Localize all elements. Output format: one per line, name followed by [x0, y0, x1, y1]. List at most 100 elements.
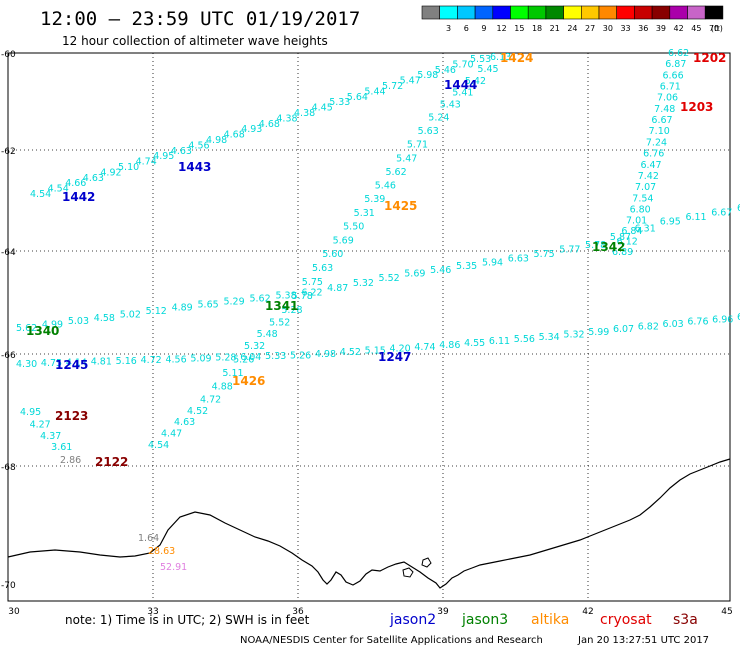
swh-value: 5.63: [312, 263, 333, 274]
swh-value: 5.94: [482, 258, 503, 269]
swh-value: 4.87: [327, 283, 348, 294]
swh-value: 5.53: [470, 54, 491, 65]
legend-swatch: [545, 5, 564, 20]
coast-values: 1.64 28.63 52.91: [138, 533, 187, 573]
footer-credit: NOAA/NESDIS Center for Satellite Applica…: [240, 635, 543, 646]
swh-value: 5.78: [292, 291, 313, 302]
swh-value: 5.28: [281, 305, 302, 316]
swh-value: 4.92: [100, 167, 121, 178]
pass-label: 1203: [680, 100, 713, 114]
swh-value: 4.81: [91, 357, 112, 368]
swh-value: 3.61: [51, 442, 72, 453]
swh-value: 6.11: [685, 212, 706, 223]
swh-value: 5.32: [353, 278, 374, 289]
lon-label: 45: [721, 607, 732, 617]
swh-value: 5.38: [275, 291, 296, 302]
swh-value: 4.72: [200, 394, 221, 405]
swh-value: 6.87: [665, 59, 686, 70]
legend-swatch: [634, 5, 653, 20]
swh-value: 5.48: [257, 329, 278, 340]
legend-swatch: [439, 5, 458, 20]
swh-value: 5.69: [404, 268, 425, 279]
legend-tick-label: 42: [674, 24, 684, 33]
legend-tick-label: 9: [481, 24, 486, 33]
lat-label: -70: [1, 581, 16, 591]
swh-value: 5.46: [375, 180, 396, 191]
swh-value: 4.98: [315, 349, 336, 360]
swh-value: 6.67: [711, 207, 732, 218]
swh-value: 4.54: [148, 440, 169, 451]
lat-label: -60: [1, 50, 16, 60]
swh-value: 5.43: [440, 100, 461, 111]
coast-value: 52.91: [160, 562, 187, 573]
swh-value: 5.52: [269, 317, 290, 328]
lat-label: -62: [1, 147, 16, 157]
swh-value: 5.60: [322, 249, 343, 260]
swh-value: 5.39: [364, 194, 385, 205]
swh-value: 5.78: [585, 240, 606, 251]
satellite-name-jason3: jason3: [461, 612, 508, 628]
swh-value: 4.72: [141, 355, 162, 366]
swh-value: 5.62: [385, 167, 406, 178]
swh-value: 6.04: [240, 352, 261, 363]
coastline-inlet: [402, 567, 414, 578]
swh-value: 5.75: [534, 249, 555, 260]
legend-swatch: [563, 5, 582, 20]
swh-value: 5.10: [118, 162, 139, 173]
swh-value: 4.52: [340, 347, 361, 358]
swh-value: 5.28: [215, 353, 236, 364]
swh-value: 5.69: [333, 235, 354, 246]
swh-value: 6.63: [508, 254, 529, 265]
swh-value: 6.82: [638, 321, 659, 332]
legend-swatch: [687, 5, 706, 20]
footer-note: note: 1) Time is in UTC; 2) SWH is in fe…: [65, 613, 310, 627]
lon-label: 30: [8, 607, 20, 617]
satellite-legend: jason2 jason3 altika cryosat s3a: [389, 612, 698, 628]
footer-timestamp: Jan 20 13:27:51 UTC 2017: [577, 635, 709, 646]
swh-value: 4.47: [161, 429, 182, 440]
swh-value: 4.56: [188, 140, 209, 151]
page-subtitle: 12 hour collection of altimeter wave hei…: [62, 34, 328, 48]
swh-value: 4.93: [241, 124, 262, 135]
swh-value: 4.27: [30, 419, 51, 430]
swh-value: 4.68: [224, 130, 245, 141]
swh-value: 6.89: [612, 247, 633, 258]
swh-value: 4.95: [153, 151, 174, 162]
legend-swatch: [580, 5, 600, 20]
swh-value: 4.37: [40, 431, 61, 442]
pass-label: 1247: [378, 350, 411, 364]
swh-value: 4.95: [20, 407, 41, 418]
swh-value: 4.89: [172, 303, 193, 314]
map-frame: [7, 52, 731, 602]
swh-value: 5.34: [539, 332, 560, 343]
wave-height-tracks: 4.544.544.664.634.925.104.744.954.634.56…: [16, 48, 740, 466]
swh-value: 4.75: [41, 358, 62, 369]
swh-value: 5.24: [428, 113, 449, 124]
swh-value: 2.86: [60, 455, 81, 466]
swh-value: 4.54: [30, 189, 51, 200]
pass-label: 2122: [95, 455, 128, 469]
swh-value: 4.74: [136, 157, 157, 168]
swh-value: 4.63: [174, 417, 195, 428]
pass-label: 1424: [500, 51, 533, 65]
swh-value: 6.80: [630, 205, 651, 216]
swh-value: 7.01: [626, 215, 647, 226]
satellite-name-jason2: jason2: [389, 612, 436, 628]
swh-value: 5.64: [347, 92, 368, 103]
satellite-name-s3a: s3a: [673, 612, 698, 628]
swh-value: 6.71: [660, 82, 681, 93]
swh-value: 5.98: [417, 70, 438, 81]
swh-value: 5.15: [365, 345, 386, 356]
pass-label: 2123: [55, 409, 88, 423]
swh-value: 5.29: [223, 296, 244, 307]
legend-tick-label: 21: [550, 24, 560, 33]
legend-tick-label: 6: [464, 24, 469, 33]
swh-value: 5.47: [400, 76, 421, 87]
swh-value: 5.42: [465, 76, 486, 87]
swh-value: 6.47: [640, 160, 661, 171]
swh-value: 5.52: [379, 273, 400, 284]
legend-swatch: [669, 5, 688, 20]
swh-value: 5.71: [407, 140, 428, 151]
swh-value: 5.11: [222, 368, 243, 379]
